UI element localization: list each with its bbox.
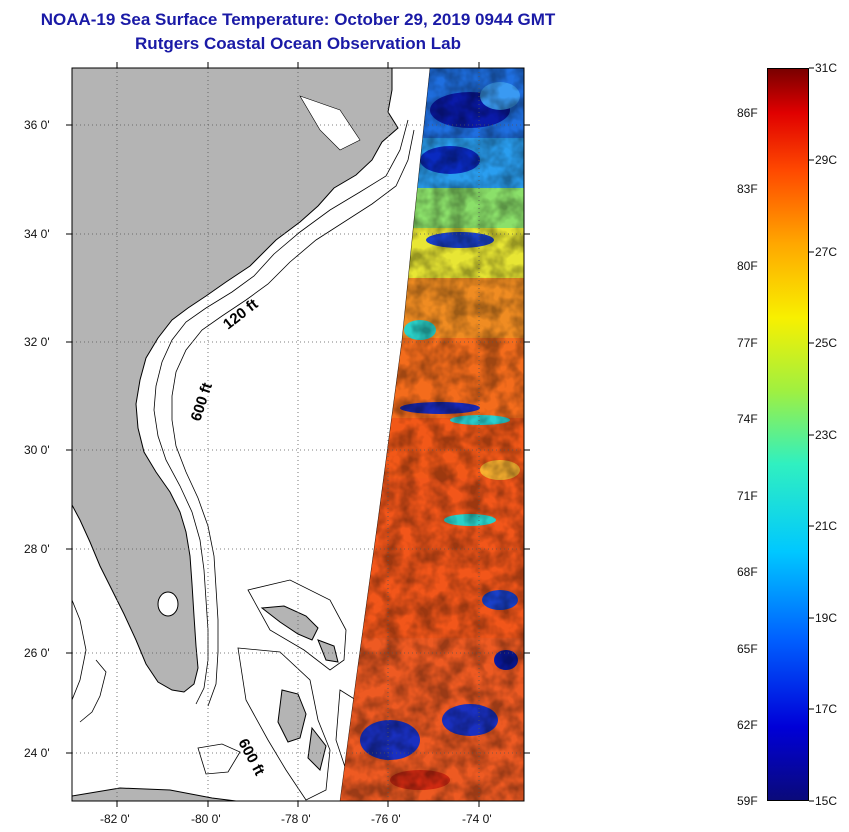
land-andros [277,689,307,743]
cb-label-27c: 27C [815,245,838,259]
lat-label-28: 28 0' [24,542,50,556]
lat-label-32: 32 0' [24,335,50,349]
graticule [72,68,524,801]
cb-label-59f: 59F [737,794,758,808]
cb-label-65f: 65F [737,642,758,656]
cb-label-25c: 25C [815,336,838,350]
cb-label-23c: 23C [815,428,838,442]
cb-label-83f: 83F [737,182,758,196]
cb-label-31c: 31C [815,61,838,75]
land-bahamas-1 [260,605,319,641]
lat-label-34: 34 0' [24,227,50,241]
lat-label-24: 24 0' [24,746,50,760]
cb-label-77f: 77F [737,336,758,350]
lat-label-36: 36 0' [24,118,50,132]
cb-label-21c: 21C [815,519,838,533]
cb-label-19c: 19C [815,611,838,625]
map-subtitle: Rutgers Coastal Ocean Observation Lab [135,34,461,53]
colorbar-ticks [809,67,814,802]
lon-label-76: -76 0' [371,812,401,826]
lon-label-74: -74 0' [462,812,492,826]
lon-label-78: -78 0' [281,812,311,826]
land-bahamas-3 [307,726,327,771]
lat-label-26: 26 0' [24,646,50,660]
lon-label-80: -80 0' [191,812,221,826]
cb-label-17c: 17C [815,702,838,716]
cb-label-80f: 80F [737,259,758,273]
bathymetry-contours [72,119,415,801]
cb-label-62f: 62F [737,718,758,732]
cb-label-86f: 86F [737,106,758,120]
cb-label-71f: 71F [737,489,758,503]
land-us-east-coast [72,68,399,693]
map-title: NOAA-19 Sea Surface Temperature: October… [40,10,556,29]
sound-water [299,95,361,151]
land-bahamas-2 [317,639,339,663]
lat-label-30: 30 0' [24,443,50,457]
land-cuba [72,787,237,801]
axis-ticks [66,62,530,807]
cb-label-74f: 74F [737,412,758,426]
cb-label-29c: 29C [815,153,838,167]
cb-label-68f: 68F [737,565,758,579]
cb-label-15c: 15C [815,794,838,808]
temperature-colorbar [767,68,809,801]
lon-label-82: -82 0' [100,812,130,826]
lake-okeechobee [157,591,179,617]
